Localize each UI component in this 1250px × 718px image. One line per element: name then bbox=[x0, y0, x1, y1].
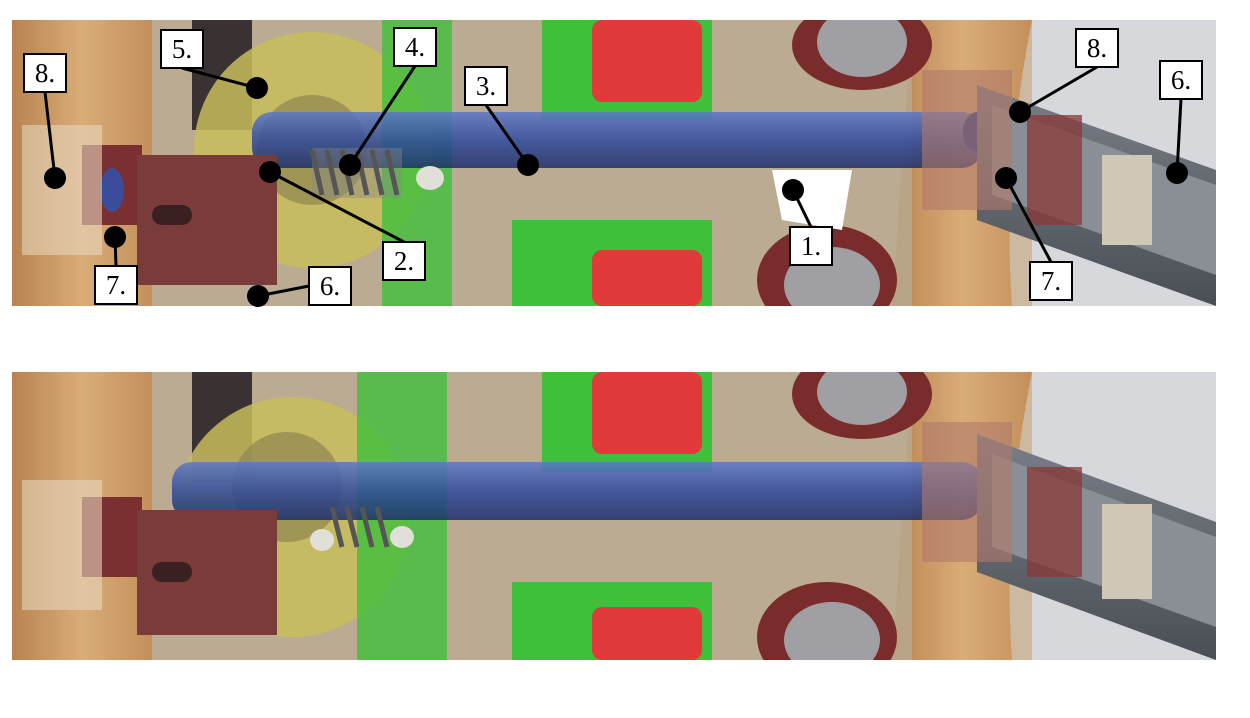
red-switch-top bbox=[592, 372, 702, 454]
top-render-panel bbox=[12, 20, 1216, 306]
spring bbox=[309, 148, 402, 198]
rod-collar bbox=[416, 166, 444, 190]
connector-top-face bbox=[817, 20, 907, 77]
right-bracket bbox=[922, 422, 1012, 562]
rail-insert bbox=[1102, 504, 1152, 599]
rod-collar-right bbox=[390, 526, 414, 548]
left-outer-bracket bbox=[22, 125, 102, 255]
bottom-render-svg bbox=[12, 372, 1216, 660]
left-block-slot bbox=[152, 205, 192, 225]
right-bracket bbox=[922, 70, 1012, 210]
blue-rod bbox=[172, 462, 982, 520]
rail-insert bbox=[1102, 155, 1152, 245]
left-outer-bracket bbox=[22, 480, 102, 610]
right-block bbox=[1027, 115, 1082, 225]
right-block bbox=[1027, 467, 1082, 577]
spring bbox=[329, 506, 390, 548]
rod-collar-left bbox=[310, 529, 334, 551]
top-render-svg bbox=[12, 20, 1216, 306]
red-switch-top bbox=[592, 20, 702, 102]
connector-top-face bbox=[817, 372, 907, 425]
blue-rod bbox=[252, 112, 982, 168]
left-block-slot bbox=[152, 562, 192, 582]
left-block-hole bbox=[100, 168, 124, 212]
red-switch-bottom bbox=[592, 250, 702, 306]
bottom-render-panel bbox=[12, 372, 1216, 660]
connector-bottom-face bbox=[784, 602, 880, 660]
red-switch-bottom bbox=[592, 607, 702, 660]
